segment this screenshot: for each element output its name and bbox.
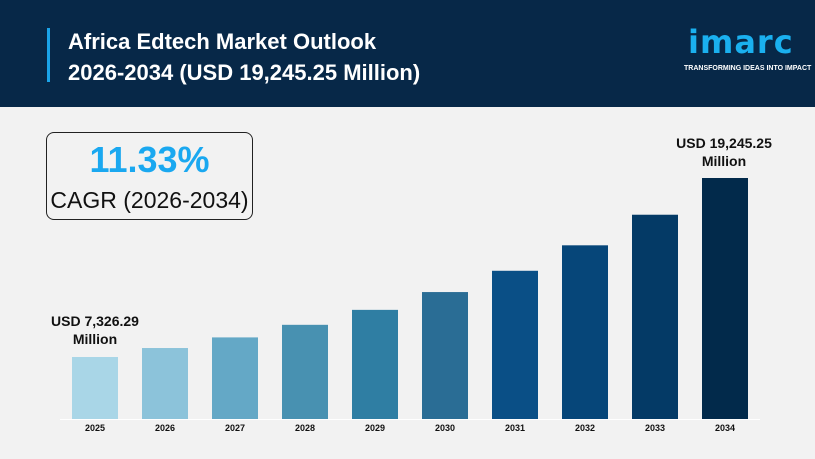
x-tick-label: 2025 bbox=[85, 423, 105, 433]
bar-2033 bbox=[632, 214, 678, 419]
bar-2025 bbox=[72, 357, 118, 419]
x-tick-label: 2029 bbox=[365, 423, 385, 433]
bar-2029 bbox=[352, 309, 398, 419]
x-tick-label: 2028 bbox=[295, 423, 315, 433]
annotation-last-line1: USD 19,245.25 bbox=[676, 135, 772, 151]
x-tick-label: 2033 bbox=[645, 423, 665, 433]
annotation-first: USD 7,326.29 Million bbox=[40, 312, 150, 348]
annotation-last: USD 19,245.25 Million bbox=[664, 134, 784, 170]
bar-2026 bbox=[142, 348, 188, 419]
cagr-value: 11.33% bbox=[89, 139, 210, 180]
bar-2028 bbox=[282, 324, 328, 419]
title-accent-bar bbox=[47, 28, 50, 82]
header: Africa Edtech Market Outlook 2026-2034 (… bbox=[0, 0, 815, 107]
logo-word: imarc bbox=[688, 23, 794, 61]
cagr-label: CAGR (2026-2034) bbox=[50, 187, 249, 213]
bar-2027 bbox=[212, 337, 258, 419]
bar-2034 bbox=[702, 178, 748, 419]
bar-2032 bbox=[562, 245, 608, 419]
imarc-logo: imarc TRANSFORMING IDEAS INTO IMPACT bbox=[684, 22, 812, 74]
x-tick-label: 2026 bbox=[155, 423, 175, 433]
x-tick-label: 2031 bbox=[505, 423, 525, 433]
page-title: Africa Edtech Market Outlook 2026-2034 (… bbox=[68, 26, 420, 88]
x-tick-label: 2030 bbox=[435, 423, 455, 433]
x-tick-label: 2027 bbox=[225, 423, 245, 433]
x-tick-label: 2032 bbox=[575, 423, 595, 433]
annotation-first-line1: USD 7,326.29 bbox=[51, 313, 139, 329]
title-line-2: 2026-2034 (USD 19,245.25 Million) bbox=[68, 60, 421, 85]
title-line-1: Africa Edtech Market Outlook bbox=[68, 29, 377, 54]
bar-2030 bbox=[422, 292, 468, 419]
x-tick-label: 2034 bbox=[715, 423, 735, 433]
annotation-first-line2: Million bbox=[72, 331, 118, 347]
annotation-last-line2: Million bbox=[701, 153, 747, 169]
bar-2031 bbox=[492, 270, 538, 419]
cagr-box: 11.33% CAGR (2026-2034) bbox=[46, 132, 253, 220]
logo-tagline: TRANSFORMING IDEAS INTO IMPACT bbox=[684, 65, 812, 72]
